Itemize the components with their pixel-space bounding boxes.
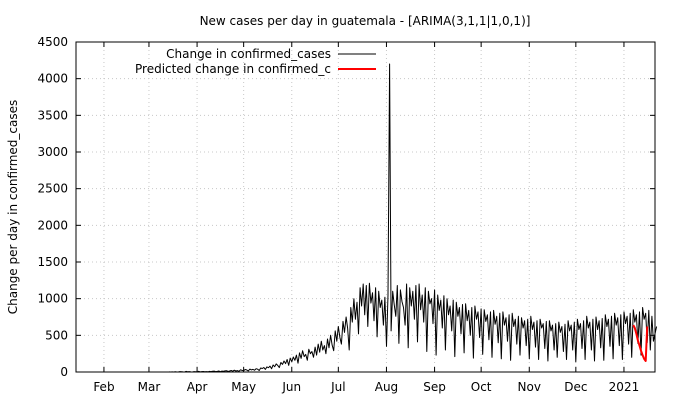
y-tick-label: 4000 bbox=[37, 72, 68, 86]
y-tick-label: 4500 bbox=[37, 35, 68, 49]
y-tick-label: 500 bbox=[45, 328, 68, 342]
series-line-predicted bbox=[632, 324, 649, 362]
x-tick-label: Feb bbox=[93, 380, 114, 394]
x-axis-ticks: Feb Mar Apr May Jun Jul Aug Sep Oct Nov Dec 2021 bbox=[93, 42, 639, 394]
x-tick-label: May bbox=[231, 380, 256, 394]
plot-frame bbox=[75, 41, 656, 373]
x-tick-label: Oct bbox=[471, 380, 492, 394]
y-tick-label: 2000 bbox=[37, 218, 68, 232]
y-tick-label: 1000 bbox=[37, 292, 68, 306]
x-tick-label: Sep bbox=[423, 380, 446, 394]
x-tick-label: Dec bbox=[564, 380, 587, 394]
legend-label-predicted: Predicted change in confirmed_c bbox=[135, 62, 331, 76]
x-tick-label: 2021 bbox=[609, 380, 640, 394]
x-tick-label: Mar bbox=[138, 380, 161, 394]
x-tick-label: Nov bbox=[518, 380, 541, 394]
y-axis-label: Change per day in confirmed_cases bbox=[6, 100, 20, 315]
grid-lines bbox=[76, 42, 655, 372]
y-axis-ticks: 0 500 1000 1500 2000 2500 3000 3500 4000 4500 bbox=[37, 35, 655, 379]
data-series bbox=[169, 63, 658, 373]
y-tick-label: 0 bbox=[60, 365, 68, 379]
legend-item-observed: Change in confirmed_cases bbox=[166, 47, 376, 61]
x-tick-label: Aug bbox=[375, 380, 398, 394]
legend: Change in confirmed_cases Predicted chan… bbox=[135, 47, 376, 76]
legend-label-observed: Change in confirmed_cases bbox=[166, 47, 331, 61]
y-tick-label: 2500 bbox=[37, 182, 68, 196]
y-tick-label: 1500 bbox=[37, 255, 68, 269]
series-line-observed bbox=[169, 63, 658, 373]
legend-item-predicted: Predicted change in confirmed_c bbox=[135, 62, 376, 76]
y-tick-label: 3000 bbox=[37, 145, 68, 159]
x-tick-label: Jul bbox=[330, 380, 345, 394]
y-tick-label: 3500 bbox=[37, 108, 68, 122]
chart-title: New cases per day in guatemala - [ARIMA(… bbox=[200, 14, 531, 28]
x-tick-label: Jun bbox=[281, 380, 301, 394]
x-tick-label: Apr bbox=[187, 380, 208, 394]
